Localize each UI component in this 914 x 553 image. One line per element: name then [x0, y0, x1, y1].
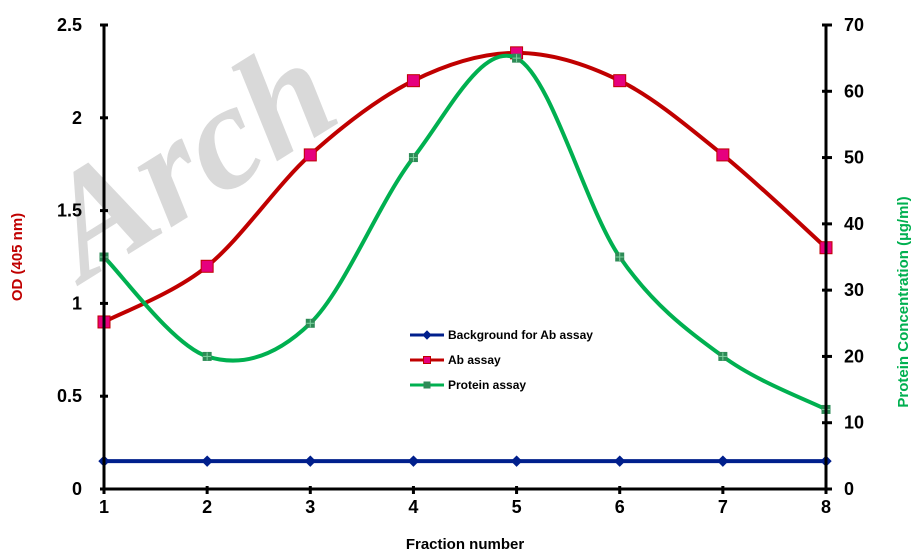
- y2-axis-title: Protein Concentration (µg/ml): [895, 196, 912, 407]
- legend-label: Ab assay: [448, 353, 501, 367]
- y-tick-label: 0.5: [57, 386, 82, 406]
- x-tick-label: 5: [512, 497, 522, 517]
- data-point: [716, 148, 730, 162]
- x-tick-label: 1: [99, 497, 109, 517]
- x-tick-label: 3: [305, 497, 315, 517]
- x-tick-label: 7: [718, 497, 728, 517]
- y-tick-label: 2: [72, 108, 82, 128]
- legend-marker: [422, 330, 432, 340]
- legend-marker: [423, 381, 431, 389]
- x-tick-label: 2: [202, 497, 212, 517]
- y2-tick-label: 70: [844, 15, 864, 35]
- series-line-protein-assay: [102, 53, 827, 412]
- data-point: [614, 455, 626, 467]
- x-axis-title: Fraction number: [406, 536, 525, 553]
- legend-label: Background for Ab assay: [448, 328, 593, 342]
- data-point: [200, 259, 214, 273]
- legend-item: Background for Ab assay: [410, 328, 593, 342]
- y2-tick-label: 30: [844, 280, 864, 300]
- data-point: [717, 455, 729, 467]
- y2-tick-label: 50: [844, 148, 864, 168]
- series-background-for-ab-assay: [98, 455, 832, 467]
- y2-tick-label: 60: [844, 81, 864, 101]
- x-tick-label: 6: [615, 497, 625, 517]
- legend-item: Ab assay: [410, 353, 501, 367]
- y2-tick-label: 40: [844, 214, 864, 234]
- series-layer: [97, 46, 833, 467]
- data-point: [303, 148, 317, 162]
- legend: Background for Ab assay Ab assay Protein a…: [410, 328, 593, 392]
- y-tick-label: 0: [72, 479, 82, 499]
- y-tick-label: 1: [72, 293, 82, 313]
- data-point: [613, 74, 627, 88]
- data-point: [406, 74, 420, 88]
- legend-label: Protein assay: [448, 378, 526, 392]
- y2-tick-label: 0: [844, 479, 854, 499]
- data-point: [304, 455, 316, 467]
- legend-marker: [423, 356, 431, 364]
- axes: 0 0.5 1 1.5 2 2.5 0 10 20 30 40 50 60 70 1 2 3 4 5 6 7 8: [57, 15, 864, 517]
- data-point: [510, 455, 523, 467]
- y2-tick-label: 10: [844, 413, 864, 433]
- y2-tick-label: 20: [844, 346, 864, 366]
- y-tick-label: 2.5: [57, 15, 82, 35]
- data-point: [201, 455, 213, 467]
- x-tick-label: 8: [821, 497, 831, 517]
- data-point: [407, 455, 420, 467]
- y-axis-title: OD (405 nm): [9, 213, 26, 301]
- series-protein-assay: [99, 53, 831, 414]
- series-line-ab-assay: [103, 50, 828, 324]
- x-tick-label: 4: [408, 497, 418, 517]
- y-tick-label: 1.5: [57, 201, 82, 221]
- legend-item: Protein assay: [410, 378, 526, 392]
